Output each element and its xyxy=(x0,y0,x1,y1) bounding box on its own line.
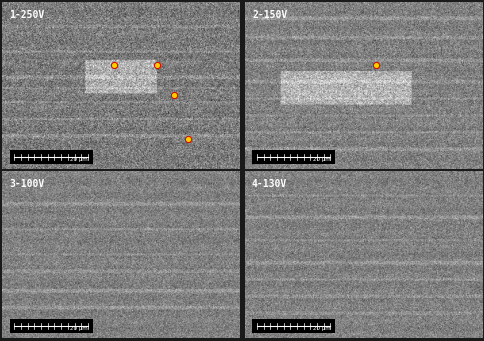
FancyBboxPatch shape xyxy=(10,319,92,332)
Text: 20 μm: 20 μm xyxy=(312,157,330,162)
Point xyxy=(110,62,118,68)
FancyBboxPatch shape xyxy=(252,319,334,332)
Point xyxy=(169,92,177,98)
Point xyxy=(183,136,191,142)
Text: 20 μm: 20 μm xyxy=(312,326,330,331)
Text: 2-150V: 2-150V xyxy=(252,10,287,20)
Text: 1-250V: 1-250V xyxy=(10,10,45,20)
Point xyxy=(152,62,160,68)
Text: 4-130V: 4-130V xyxy=(252,179,287,189)
Point xyxy=(371,62,378,68)
Point xyxy=(110,62,118,68)
FancyBboxPatch shape xyxy=(252,150,334,164)
Text: 20 μm: 20 μm xyxy=(70,326,88,331)
FancyBboxPatch shape xyxy=(10,150,92,164)
Point xyxy=(371,62,378,68)
Point xyxy=(152,62,160,68)
Text: 20 μm: 20 μm xyxy=(70,157,88,162)
Text: 3-100V: 3-100V xyxy=(10,179,45,189)
Point xyxy=(169,92,177,98)
Point xyxy=(183,136,191,142)
